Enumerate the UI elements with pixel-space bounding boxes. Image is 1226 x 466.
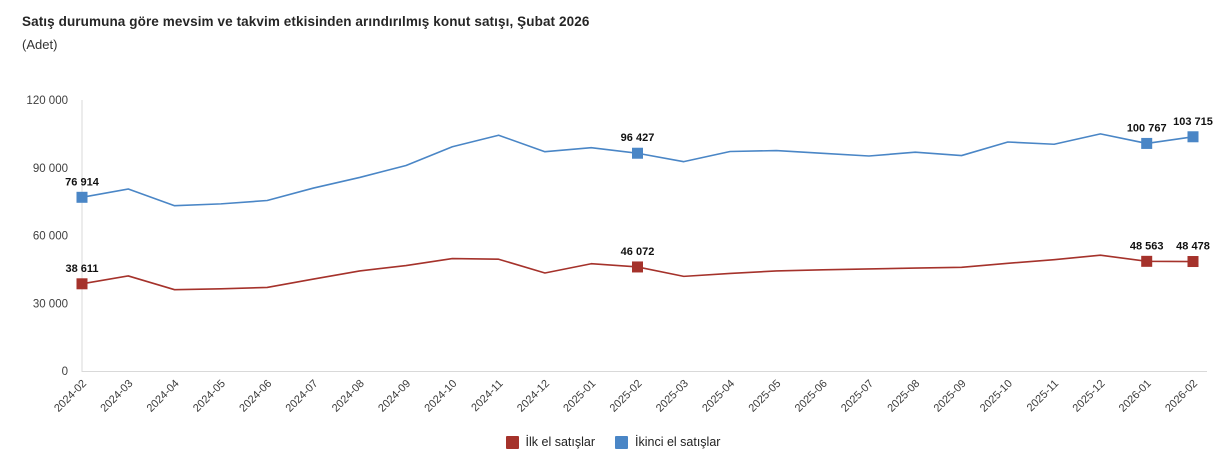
x-tick-label: 2025-04 bbox=[700, 378, 737, 415]
y-tick-label: 60 000 bbox=[33, 231, 68, 243]
x-tick-label: 2025-10 bbox=[978, 378, 1015, 415]
data-point-label: 38 611 bbox=[65, 263, 98, 275]
data-point-marker-ilk-el[interactable] bbox=[632, 261, 643, 273]
chart-unit-label: (Adet) bbox=[22, 37, 58, 52]
data-point-label: 46 072 bbox=[621, 246, 655, 258]
data-point-marker-ikinci-el[interactable] bbox=[632, 147, 643, 159]
chart-title: Satış durumuna göre mevsim ve takvim etk… bbox=[22, 14, 590, 29]
x-tick-label: 2025-06 bbox=[793, 378, 830, 415]
x-tick-label: 2025-03 bbox=[654, 378, 691, 415]
data-point-label: 48 478 bbox=[1176, 241, 1210, 253]
legend-label-ilk-el-satislar: İlk el satışlar bbox=[525, 435, 595, 449]
y-tick-label: 30 000 bbox=[33, 298, 68, 310]
legend-swatch-ikinci-el-satislar bbox=[615, 435, 628, 449]
data-point-marker-ilk-el[interactable] bbox=[1141, 255, 1153, 267]
x-tick-label: 2024-09 bbox=[376, 378, 413, 415]
data-point-marker-ikinci-el[interactable] bbox=[1141, 137, 1153, 149]
x-tick-label: 2024-11 bbox=[469, 378, 505, 414]
data-point-label: 100 767 bbox=[1127, 122, 1167, 134]
data-point-label: 96 427 bbox=[621, 132, 655, 144]
x-tick-label: 2024-08 bbox=[330, 378, 367, 415]
x-tick-label: 2024-12 bbox=[515, 378, 552, 415]
x-tick-label: 2026-01 bbox=[1117, 378, 1154, 415]
x-tick-label: 2024-07 bbox=[284, 378, 321, 415]
x-tick-label: 2025-01 bbox=[561, 378, 598, 415]
y-tick-label: 120 000 bbox=[26, 95, 68, 107]
data-point-marker-ikinci-el[interactable] bbox=[1187, 131, 1199, 143]
x-tick-label: 2024-04 bbox=[145, 378, 182, 415]
y-tick-label: 90 000 bbox=[33, 163, 68, 175]
chart-legend: İlk el satışlar İkinci el satışlar bbox=[0, 435, 1226, 449]
x-tick-label: 2024-10 bbox=[422, 378, 459, 415]
legend-item-ikinci-el-satislar[interactable]: İkinci el satışlar bbox=[615, 435, 720, 449]
data-point-label: 48 563 bbox=[1130, 240, 1164, 252]
data-point-label: 103 715 bbox=[1173, 116, 1213, 128]
x-tick-label: 2024-06 bbox=[237, 378, 274, 415]
x-tick-label: 2025-11 bbox=[1025, 378, 1061, 414]
x-tick-label: 2025-12 bbox=[1071, 378, 1108, 415]
x-tick-label: 2025-05 bbox=[746, 378, 783, 415]
x-tick-label: 2024-03 bbox=[98, 378, 135, 415]
legend-label-ikinci-el-satislar: İkinci el satışlar bbox=[635, 435, 721, 449]
x-tick-label: 2024-05 bbox=[191, 378, 228, 415]
y-tick-label: 0 bbox=[62, 366, 68, 378]
x-tick-label: 2025-08 bbox=[885, 378, 922, 415]
x-tick-label: 2025-02 bbox=[608, 378, 645, 415]
x-tick-label: 2024-02 bbox=[52, 378, 89, 415]
data-point-marker-ikinci-el[interactable] bbox=[76, 191, 88, 203]
x-tick-label: 2026-02 bbox=[1163, 378, 1200, 415]
data-point-marker-ilk-el[interactable] bbox=[1187, 256, 1199, 268]
series-line-ikinci-el bbox=[81, 133, 1194, 207]
x-tick-label: 2025-07 bbox=[839, 378, 876, 415]
legend-item-ilk-el-satislar[interactable]: İlk el satışlar bbox=[505, 435, 595, 449]
legend-swatch-ilk-el-satislar bbox=[505, 435, 519, 449]
data-point-label: 76 914 bbox=[65, 176, 100, 188]
x-tick-label: 2025-09 bbox=[932, 378, 969, 415]
data-point-marker-ilk-el[interactable] bbox=[76, 278, 88, 290]
